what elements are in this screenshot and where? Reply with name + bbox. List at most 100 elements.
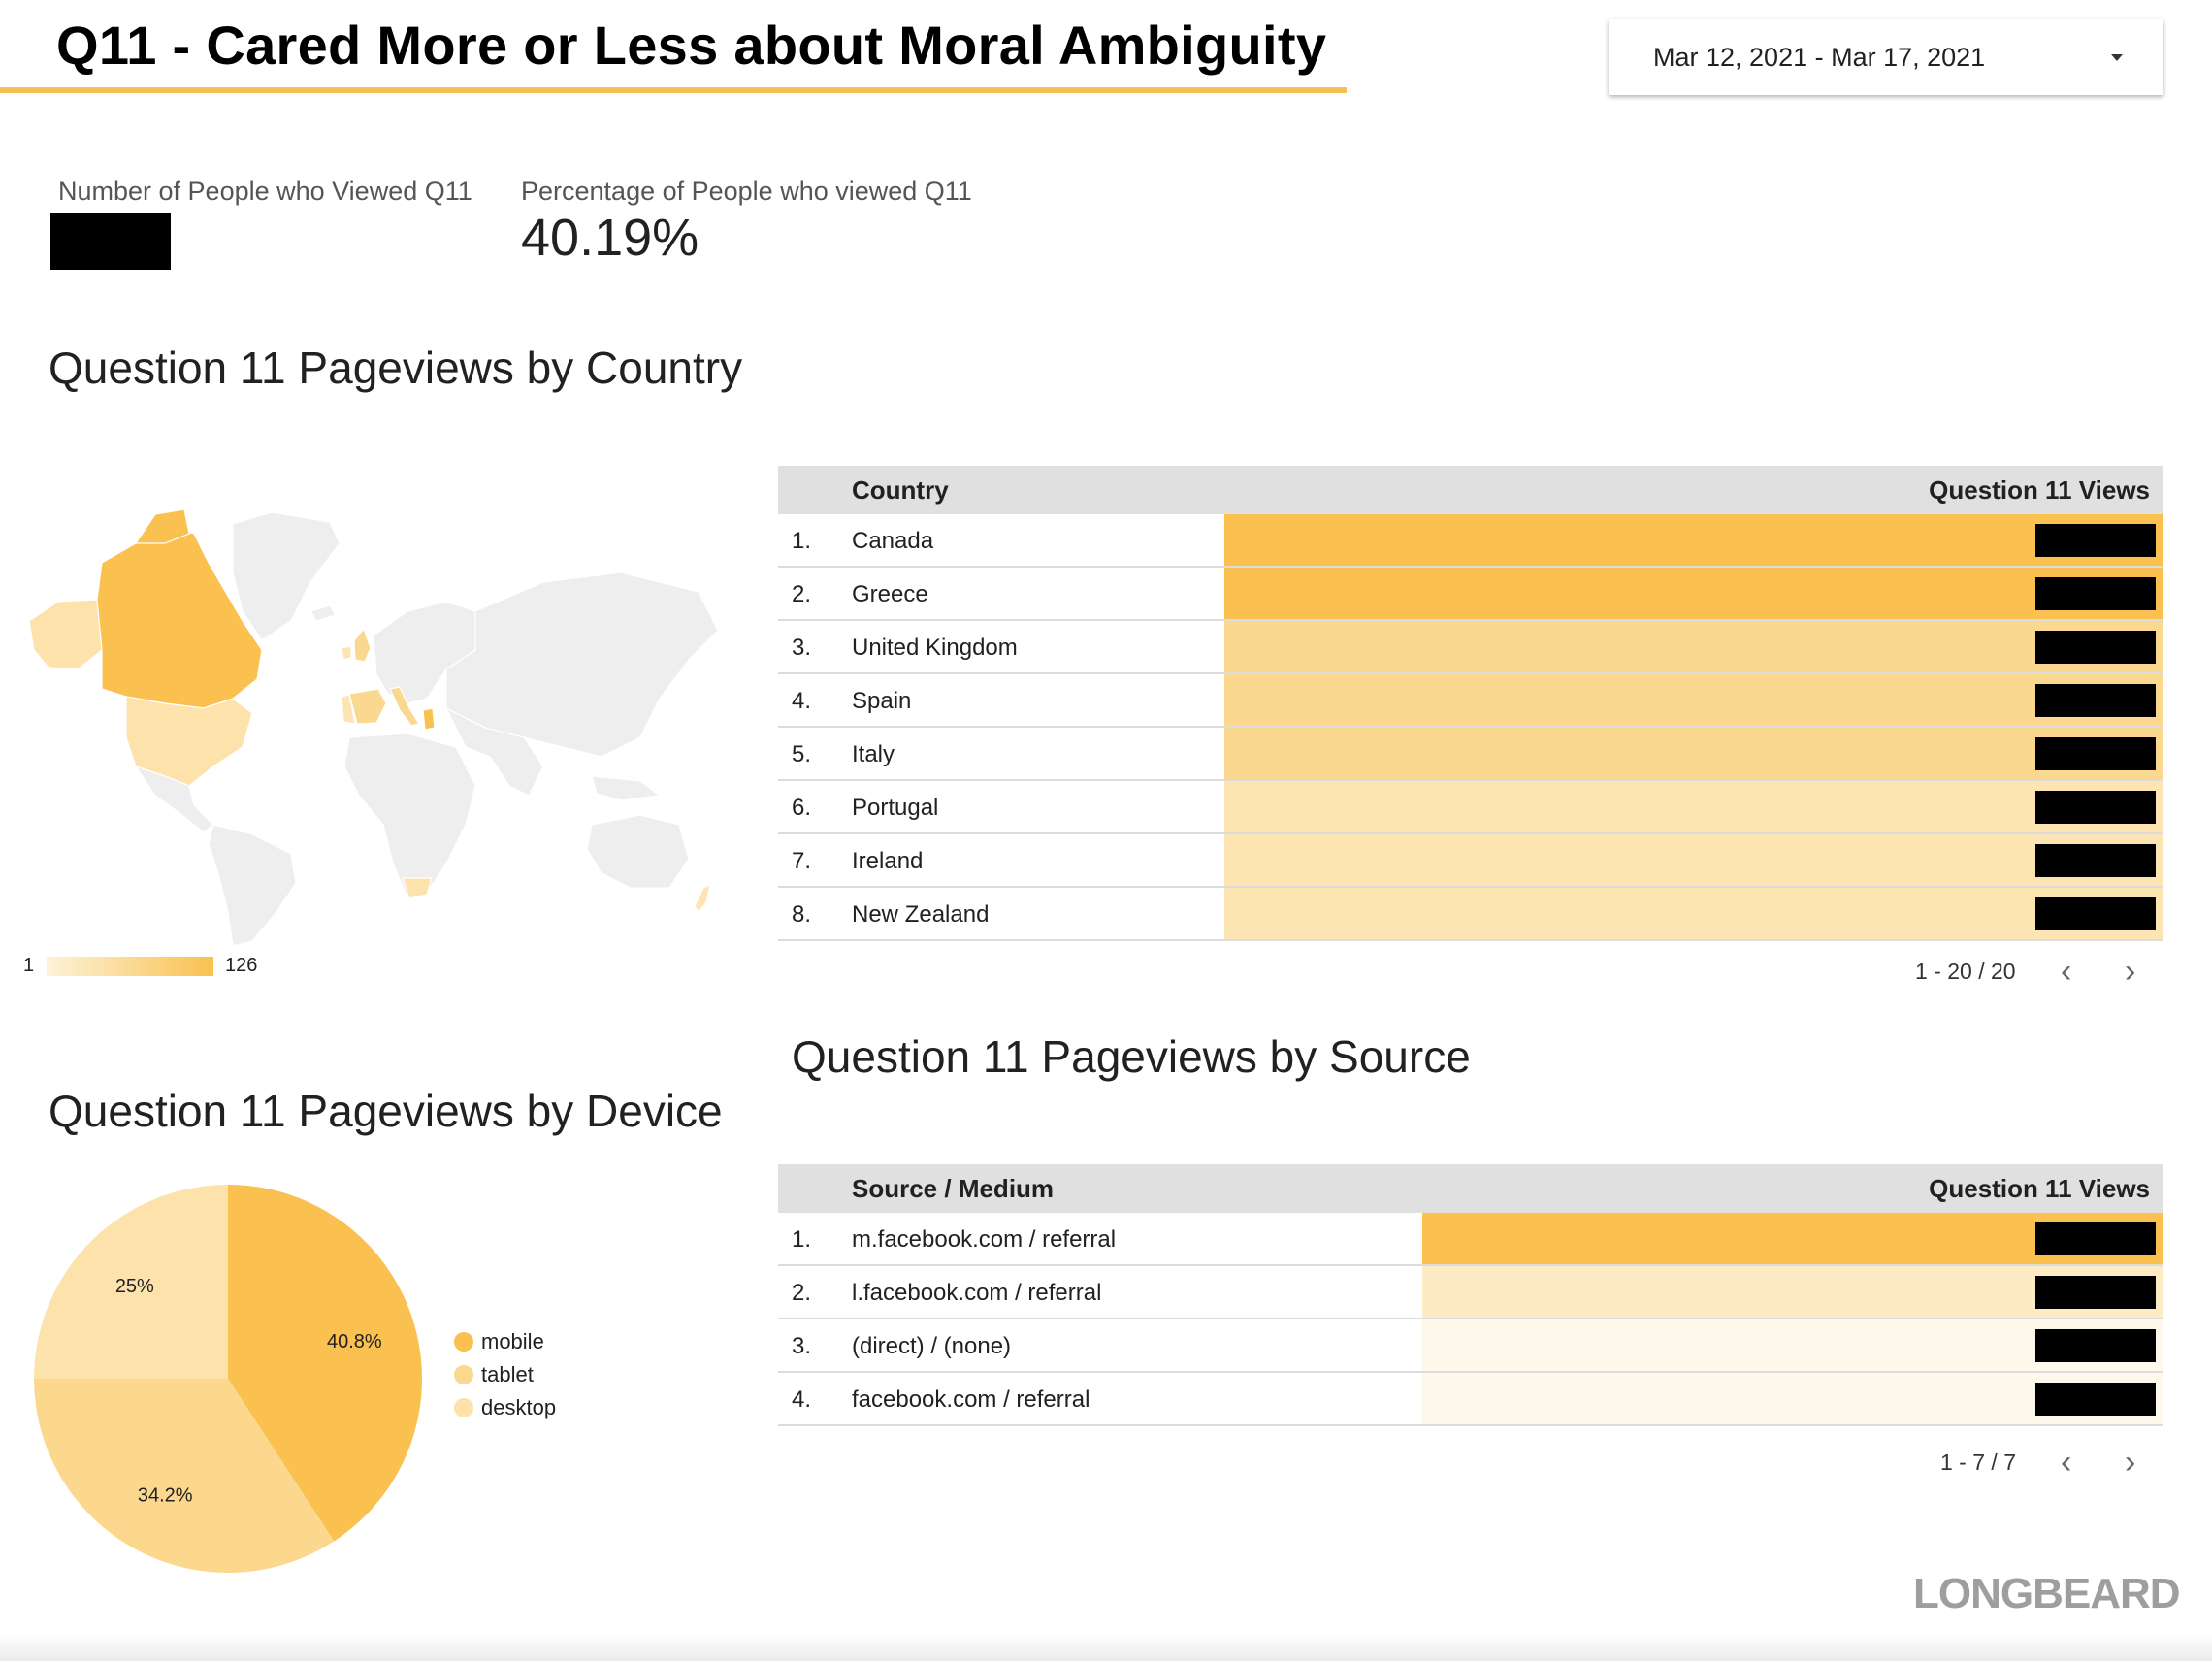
column-header-views[interactable]: Question 11 Views <box>1929 475 2150 505</box>
views-bar <box>1224 888 2163 939</box>
legend-item-tablet[interactable]: tablet <box>454 1362 556 1387</box>
longbeard-logo: LONGBEARD <box>1913 1570 2181 1617</box>
next-page-icon[interactable]: › <box>2125 953 2136 990</box>
row-index: 6. <box>792 795 812 821</box>
map-region-spain <box>348 688 387 725</box>
legend-item-desktop[interactable]: desktop <box>454 1395 556 1420</box>
row-index: 4. <box>792 688 812 714</box>
map-region-greenland <box>232 511 341 641</box>
map-region-south-america <box>208 824 297 947</box>
country-table-pagination: 1 - 20 / 20 <box>1915 959 2016 984</box>
row-index: 1. <box>792 1226 812 1253</box>
device-section-title: Question 11 Pageviews by Device <box>49 1086 723 1136</box>
row-label: Portugal <box>852 795 939 821</box>
pie-label-tablet: 34.2% <box>138 1485 193 1507</box>
legend-label: mobile <box>481 1329 544 1353</box>
source-table-pagination: 1 - 7 / 7 <box>1940 1449 2016 1475</box>
table-row[interactable]: 8. New Zealand <box>778 888 2163 941</box>
source-section-title: Question 11 Pageviews by Source <box>792 1031 1471 1082</box>
table-row[interactable]: 2. l.facebook.com / referral <box>778 1266 2163 1319</box>
row-label: Ireland <box>852 848 924 874</box>
prev-page-icon[interactable]: ‹ <box>2061 1444 2072 1481</box>
views-value-redacted <box>2035 577 2156 610</box>
table-row[interactable]: 7. Ireland <box>778 834 2163 888</box>
map-region-australia <box>586 814 690 889</box>
device-pie-chart[interactable]: 40.8% 34.2% 25% <box>29 1180 427 1578</box>
prev-page-icon[interactable]: ‹ <box>2061 953 2072 990</box>
date-range-text: Mar 12, 2021 - Mar 17, 2021 <box>1653 43 1986 72</box>
map-region-italy <box>389 686 420 727</box>
map-region-south-africa <box>402 877 433 899</box>
views-bar <box>1224 568 2163 619</box>
views-bar <box>1224 728 2163 779</box>
views-value-redacted <box>2035 684 2156 717</box>
map-region-canada-islands <box>134 508 190 544</box>
row-label: Greece <box>852 581 928 607</box>
table-row[interactable]: 2. Greece <box>778 568 2163 621</box>
column-header-views[interactable]: Question 11 Views <box>1929 1174 2150 1203</box>
views-value-redacted <box>2035 844 2156 877</box>
map-legend-min: 1 <box>23 955 35 976</box>
views-value-redacted <box>2035 897 2156 930</box>
scorecard-percentage-value: 40.19% <box>521 209 699 267</box>
views-bar <box>1224 674 2163 726</box>
table-row[interactable]: 1. m.facebook.com / referral <box>778 1213 2163 1266</box>
map-region-asia <box>445 571 719 758</box>
row-label: (direct) / (none) <box>852 1333 1012 1359</box>
row-index: 2. <box>792 581 812 607</box>
table-row[interactable]: 1. Canada <box>778 514 2163 568</box>
table-row[interactable]: 4. Spain <box>778 674 2163 728</box>
pie-slice-mobile[interactable] <box>228 1185 422 1542</box>
map-region-africa <box>343 733 476 898</box>
row-index: 4. <box>792 1386 812 1413</box>
legend-label: desktop <box>481 1395 557 1419</box>
views-bar <box>1224 621 2163 672</box>
date-range-picker[interactable]: Mar 12, 2021 - Mar 17, 2021 <box>1609 19 2163 95</box>
next-page-icon[interactable]: › <box>2125 1444 2136 1481</box>
map-region-south-asia <box>444 706 544 797</box>
map-region-ireland <box>341 645 352 661</box>
map-region-se-asia <box>591 775 662 801</box>
pie-legend: mobile tablet desktop <box>454 1329 556 1428</box>
table-row[interactable]: 5. Italy <box>778 728 2163 781</box>
map-legend-max: 126 <box>225 955 258 976</box>
row-index: 3. <box>792 635 812 661</box>
row-index: 1. <box>792 528 812 554</box>
page-title: Q11 - Cared More or Less about Moral Amb… <box>56 15 1327 76</box>
world-geo-map[interactable] <box>19 505 728 951</box>
pie-slice-desktop[interactable] <box>34 1185 228 1379</box>
scorecard-viewers-label: Number of People who Viewed Q11 <box>58 177 472 206</box>
table-row[interactable]: 3. United Kingdom <box>778 621 2163 674</box>
legend-swatch <box>454 1398 473 1417</box>
legend-item-mobile[interactable]: mobile <box>454 1329 556 1354</box>
views-value-redacted <box>2035 737 2156 770</box>
row-label: United Kingdom <box>852 635 1018 661</box>
legend-swatch <box>454 1365 473 1384</box>
views-value-redacted <box>2035 524 2156 557</box>
row-index: 5. <box>792 741 812 767</box>
row-index: 8. <box>792 901 812 928</box>
column-header-source[interactable]: Source / Medium <box>852 1174 1055 1203</box>
map-region-portugal <box>341 694 356 725</box>
source-table-header: Source / Medium Question 11 Views <box>778 1164 2163 1213</box>
map-region-uk <box>353 627 372 663</box>
table-row[interactable]: 4. facebook.com / referral <box>778 1373 2163 1426</box>
row-label: m.facebook.com / referral <box>852 1226 1117 1253</box>
table-row[interactable]: 6. Portugal <box>778 781 2163 834</box>
table-row[interactable]: 3. (direct) / (none) <box>778 1319 2163 1373</box>
legend-swatch <box>454 1332 473 1352</box>
column-header-country[interactable]: Country <box>852 475 949 505</box>
map-region-iceland <box>309 604 337 622</box>
pie-slice-tablet[interactable] <box>34 1379 335 1573</box>
row-label: l.facebook.com / referral <box>852 1280 1102 1306</box>
map-region-new-zealand <box>694 883 711 914</box>
views-value-redacted <box>2035 791 2156 824</box>
row-index: 7. <box>792 848 812 874</box>
source-table: Source / Medium Question 11 Views 1. m.fa… <box>778 1164 2163 1426</box>
pie-label-mobile: 40.8% <box>327 1331 382 1352</box>
views-bar <box>1224 834 2163 886</box>
row-index: 2. <box>792 1280 812 1306</box>
pie-label-desktop: 25% <box>115 1276 154 1297</box>
map-region-usa <box>125 696 253 787</box>
views-value-redacted <box>2035 631 2156 664</box>
